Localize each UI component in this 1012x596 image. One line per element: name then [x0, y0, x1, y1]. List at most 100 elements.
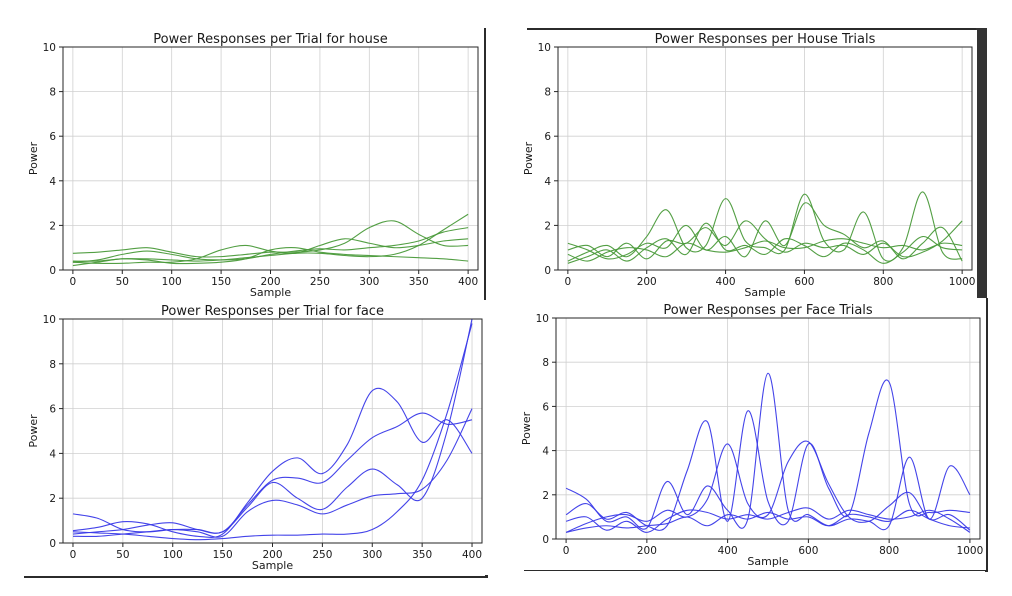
series-line-3 [72, 318, 473, 535]
y-tick-label: 8 [544, 87, 551, 99]
grid-lines [63, 46, 478, 271]
x-tick-label: 100 [163, 549, 183, 561]
y-tick-label: 6 [49, 131, 56, 143]
y-tick-label: 8 [542, 357, 549, 369]
x-tick-label: 350 [412, 549, 432, 561]
chart-svg: 0 200 400 600 800 1000 0 2 4 6 8 10 Power Responses … [520, 303, 984, 568]
x-tick-label: 200 [262, 549, 282, 561]
series-line-2 [567, 202, 963, 262]
y-tick-label: 0 [49, 265, 56, 277]
x-tick-label: 600 [794, 276, 814, 288]
chart-svg: 0 50 100 150 200 250 300 350 400 0 2 4 6 8 10 Power Res… [27, 32, 479, 299]
y-tick-label: 6 [49, 404, 56, 416]
axes-frame [557, 46, 973, 271]
series-line-1 [567, 191, 963, 262]
frame-shadow-top [527, 28, 978, 30]
x-tick-label: 300 [359, 276, 379, 288]
series-group [72, 318, 473, 541]
x-tick-label: 150 [213, 549, 233, 561]
series-line-4 [567, 222, 963, 264]
axes-frame [555, 317, 981, 540]
series-line-3 [567, 220, 963, 260]
y-tick-label: 4 [542, 446, 549, 458]
y-tick-label: 0 [49, 538, 56, 550]
x-tick-label: 400 [718, 545, 738, 557]
series-line-2 [565, 379, 970, 531]
chart-panel-house-overlay: 0 200 400 600 800 1000 0 2 4 6 8 10 Power Responses … [522, 30, 977, 300]
series-line-5 [72, 247, 469, 267]
frame-shadow-bottom [524, 569, 988, 571]
y-axis-label: Power [27, 141, 40, 175]
y-tick-label: 8 [49, 359, 56, 371]
series-line-1 [72, 387, 473, 538]
frame-shadow-right [483, 28, 486, 300]
series-line-3 [565, 440, 971, 533]
y-tick-label: 2 [49, 220, 56, 232]
chart-title: Power Responses per House Trials [655, 32, 876, 47]
y-tick-label: 0 [544, 265, 551, 277]
grid-lines [556, 317, 980, 540]
y-tick-label: 0 [542, 534, 549, 546]
x-tick-label: 150 [211, 276, 231, 288]
grid-lines [558, 46, 972, 271]
x-tick-label: 1000 [957, 545, 984, 557]
y-tick-label: 2 [49, 493, 56, 505]
x-tick-label: 0 [70, 276, 77, 288]
chart-title: Power Responses per Trial for house [153, 32, 387, 47]
frame-shadow-bottom [24, 575, 488, 578]
chart-title: Power Responses per Trial for face [161, 304, 384, 319]
series-line-4 [72, 408, 473, 538]
y-tick-label: 10 [43, 42, 56, 54]
x-axis-label: Sample [744, 286, 785, 299]
x-tick-label: 400 [462, 549, 482, 561]
x-tick-label: 800 [879, 545, 899, 557]
frame-shadow-right [985, 298, 988, 572]
x-tick-label: 50 [116, 549, 129, 561]
y-tick-label: 2 [542, 490, 549, 502]
x-tick-label: 600 [798, 545, 818, 557]
chart-svg: 0 50 100 150 200 250 300 350 400 0 2 4 6 8 10 Power Res… [27, 304, 483, 572]
series-group [565, 372, 971, 533]
x-tick-label: 0 [563, 545, 570, 557]
x-tick-label: 0 [565, 276, 572, 288]
frame-shadow-right [976, 28, 987, 300]
series-line-4 [565, 507, 971, 533]
grid-lines [63, 318, 482, 544]
x-tick-label: 250 [312, 549, 332, 561]
x-tick-label: 400 [458, 276, 478, 288]
chart-panel-house-trials: 0 50 100 150 200 250 300 350 400 0 2 4 6 8 10 Power Res… [24, 28, 484, 300]
x-tick-label: 400 [716, 276, 736, 288]
x-tick-label: 200 [260, 276, 280, 288]
y-axis-label: Power [522, 141, 535, 175]
series-group [567, 191, 963, 264]
chart-panel-face-trials: 0 50 100 150 200 250 300 350 400 0 2 4 6 8 10 Power Res… [24, 300, 485, 576]
y-tick-label: 10 [536, 313, 549, 325]
y-tick-label: 6 [542, 401, 549, 413]
y-tick-label: 10 [43, 314, 56, 326]
x-tick-label: 100 [162, 276, 182, 288]
x-tick-label: 1000 [949, 276, 976, 288]
series-line-5 [72, 323, 473, 541]
chart-svg: 0 200 400 600 800 1000 0 2 4 6 8 10 Power Responses … [522, 32, 976, 299]
series-line-5 [567, 238, 963, 262]
y-tick-label: 4 [544, 176, 551, 188]
series-line-3 [72, 213, 469, 262]
x-tick-label: 200 [637, 276, 657, 288]
chart-title: Power Responses per Face Trials [663, 303, 873, 318]
series-line-1 [565, 372, 971, 531]
x-axis-label: Sample [747, 555, 788, 568]
x-tick-label: 800 [873, 276, 893, 288]
x-tick-label: 200 [637, 545, 657, 557]
series-line-1 [72, 220, 469, 258]
x-axis-label: Sample [252, 559, 293, 572]
y-tick-label: 2 [544, 220, 551, 232]
x-tick-label: 0 [70, 549, 77, 561]
y-tick-label: 4 [49, 448, 56, 460]
y-axis-label: Power [520, 411, 533, 445]
series-line-4 [72, 238, 469, 265]
series-line-2 [72, 227, 469, 263]
y-tick-label: 4 [49, 176, 56, 188]
x-tick-label: 250 [310, 276, 330, 288]
x-tick-label: 350 [409, 276, 429, 288]
series-line-2 [72, 412, 473, 534]
